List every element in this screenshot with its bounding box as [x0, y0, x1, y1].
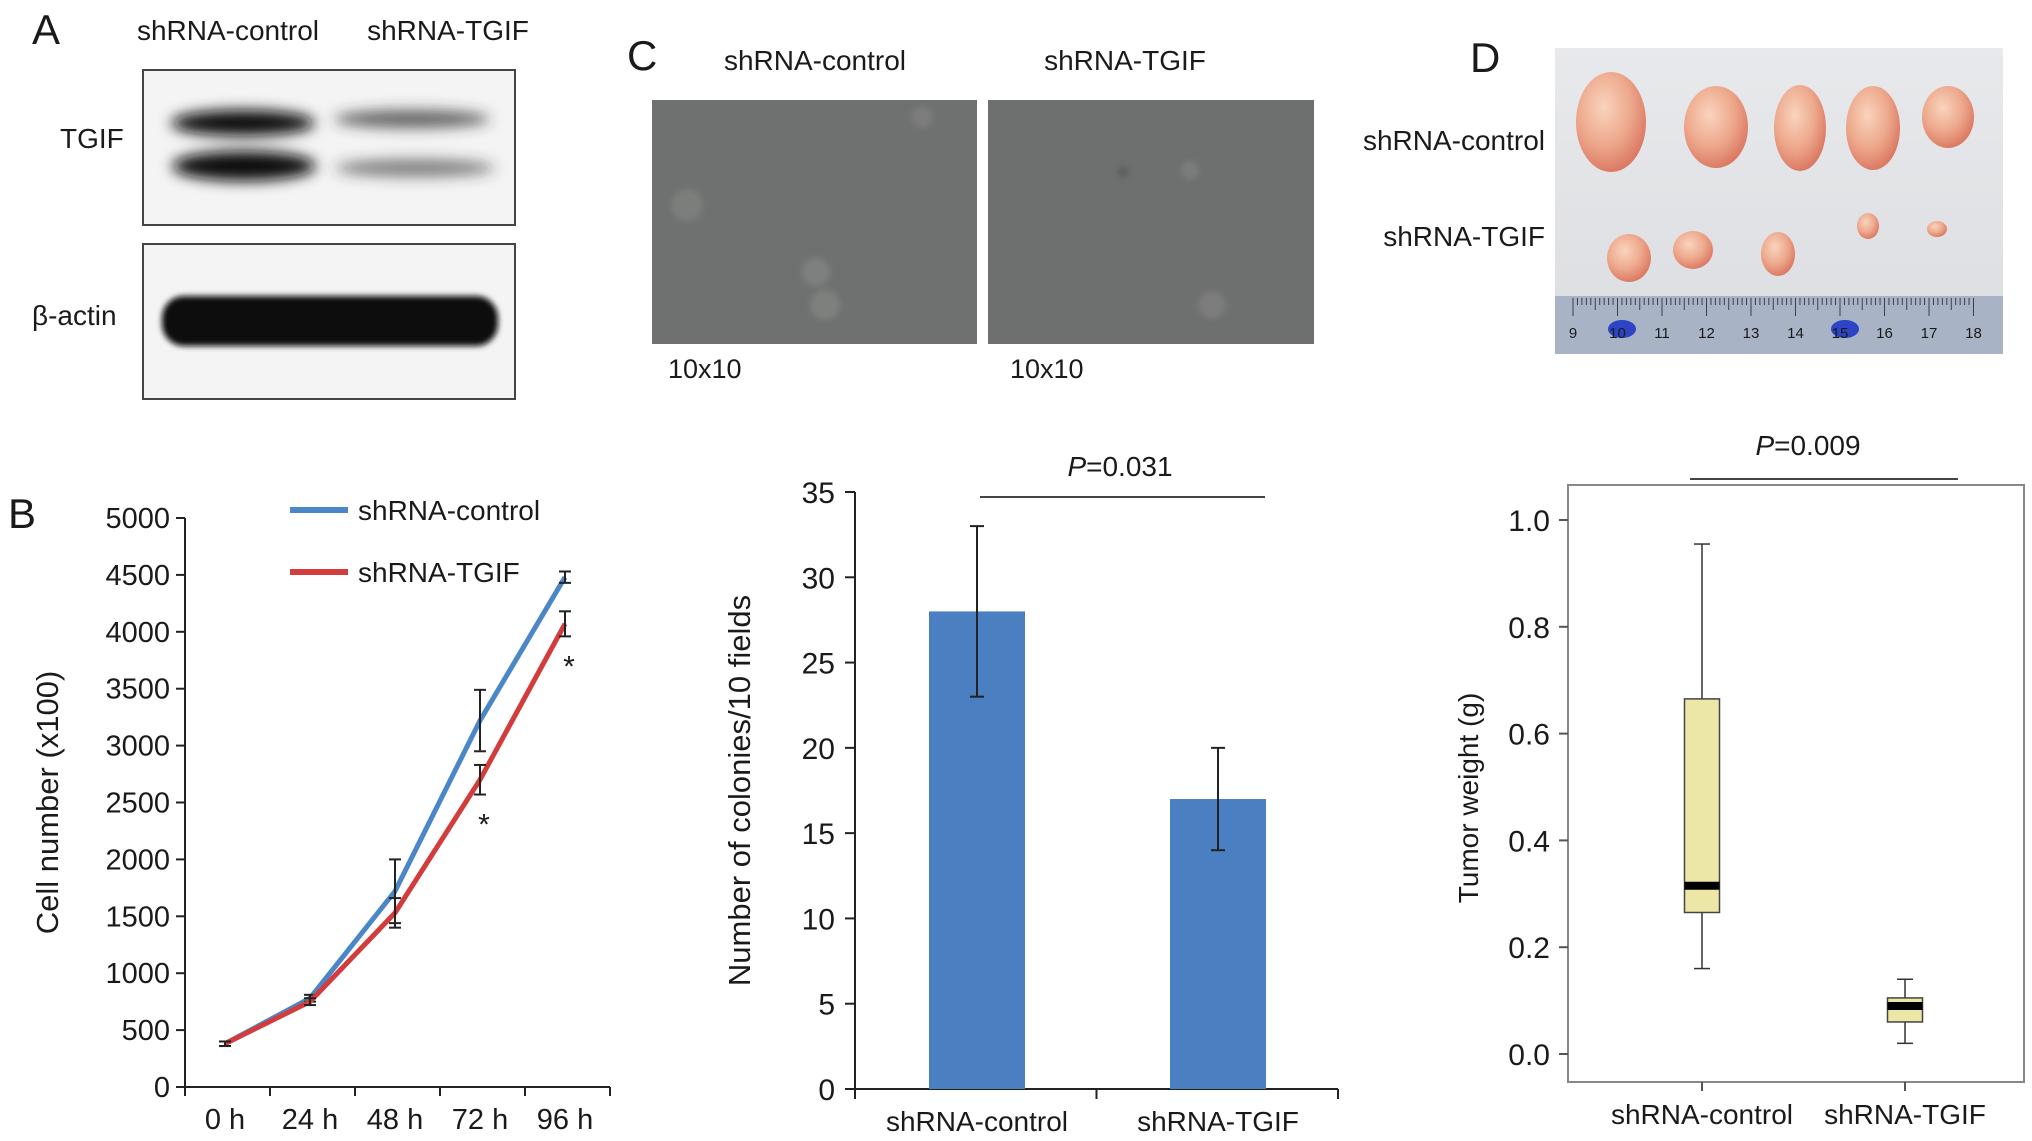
ruler-label: 16	[1876, 325, 1893, 342]
x-tick-label: shRNA-control	[886, 1106, 1068, 1137]
y-tick-label: 1500	[105, 901, 170, 933]
panel-letter: C	[627, 32, 657, 79]
y-tick-label: 0	[154, 1072, 170, 1104]
y-tick-label: 5	[818, 989, 835, 1022]
tumors-tgif	[1607, 213, 1947, 282]
y-tick-label: 5000	[105, 503, 170, 535]
micrograph-tgif	[988, 100, 1314, 344]
panel-letter: B	[8, 490, 36, 537]
y-tick-label: 3000	[105, 731, 170, 763]
significance-marker: *	[563, 650, 575, 683]
panel-letter: D	[1470, 34, 1500, 81]
legend-label: shRNA-TGIF	[358, 557, 520, 588]
y-tick-label: 2000	[105, 844, 170, 876]
x-tick-label: 0 h	[205, 1104, 245, 1136]
panel-d-photo: D shRNA-control shRNA-TGIF 9 10 11 12 13 14 15…	[1363, 34, 2003, 354]
p-value-text: =0.009	[1774, 430, 1860, 461]
ruler-label: 10	[1609, 325, 1626, 342]
blot-label-actin: β-actin	[32, 300, 117, 331]
colony-bar-chart: 0 5 10 15 20 25 30 35 shRNA-control shRNA-TGIF Num…	[722, 451, 1339, 1137]
colonies-tgif	[1117, 161, 1226, 319]
x-tick-label: shRNA-TGIF	[1824, 1099, 1986, 1130]
ruler-marker	[1608, 320, 1636, 338]
ruler-label: 15	[1832, 325, 1849, 342]
blot-label-tgif: TGIF	[60, 123, 124, 154]
ruler-label: 12	[1698, 325, 1715, 342]
p-value-italic: P	[1067, 451, 1086, 482]
panel-a: A shRNA-control shRNA-TGIF TGIF β-actin	[32, 6, 529, 400]
y-tick-label: 0.2	[1508, 932, 1550, 965]
y-tick-label: 4500	[105, 560, 170, 592]
y-tick-label: 15	[802, 818, 835, 851]
x-tick-label: 72 h	[452, 1104, 508, 1136]
x-tick-label: 48 h	[367, 1104, 423, 1136]
ruler-label: 13	[1743, 325, 1760, 342]
y-tick-label: 30	[802, 562, 835, 595]
y-tick-label: 20	[802, 733, 835, 766]
y-axis-label: Cell number (x100)	[30, 671, 65, 935]
y-tick-label: 0.8	[1508, 612, 1550, 645]
y-tick-label: 25	[802, 648, 835, 681]
y-tick-label: 35	[802, 477, 835, 510]
growth-curve-chart: 0 500 1000 1500 2000 2500 3000 3500 4000 4500 5000…	[30, 495, 611, 1136]
colonies-control	[671, 106, 933, 320]
ruler-label: 14	[1787, 325, 1804, 342]
y-tick-label: 10	[802, 903, 835, 936]
y-tick-label: 0	[818, 1074, 835, 1107]
p-value-italic: P	[1755, 430, 1774, 461]
p-value-label: P=0.009	[1755, 430, 1860, 461]
lane-label: shRNA-control	[137, 15, 319, 46]
series-line	[223, 575, 568, 1046]
legend-label: shRNA-control	[358, 495, 540, 526]
plot-frame	[1567, 484, 2025, 1083]
box	[1886, 997, 1924, 1023]
ruler-labels: 9 10 11 12 13 14 15 16 17 18	[1569, 325, 1982, 342]
ruler-label: 11	[1654, 325, 1670, 342]
tgif-blot-frame	[142, 69, 516, 226]
y-tick-label: 0.4	[1508, 825, 1550, 858]
p-value-text: =0.031	[1086, 451, 1172, 482]
box	[1683, 698, 1721, 914]
y-tick-label: 3500	[105, 674, 170, 706]
x-tick-label: shRNA-control	[1611, 1099, 1793, 1130]
x-tick-label: 96 h	[537, 1104, 593, 1136]
tgif-bands	[171, 110, 495, 181]
tumors-control	[1576, 72, 1974, 172]
row-label: shRNA-TGIF	[1383, 221, 1545, 252]
x-tick-label: 24 h	[282, 1104, 338, 1136]
magnification-label: 10x10	[668, 354, 742, 384]
y-tick-label: 0.6	[1508, 719, 1550, 752]
p-value-label: P=0.031	[1067, 451, 1172, 482]
ruler-marker	[1831, 320, 1859, 338]
panel-c-images: C shRNA-control shRNA-TGIF 10x10 10x10	[627, 32, 1314, 384]
ruler-label: 18	[1965, 325, 1982, 342]
image-label: shRNA-TGIF	[1044, 45, 1206, 76]
y-tick-label: 1.0	[1508, 505, 1550, 538]
x-tick-label: shRNA-TGIF	[1137, 1106, 1299, 1137]
y-tick-label: 2500	[105, 788, 170, 820]
significance-marker: *	[478, 809, 490, 842]
ruler-ticks	[1572, 298, 1974, 316]
panel-c-chart: 0 5 10 15 20 25 30 35 shRNA-control shRNA-TGIF Num…	[722, 451, 1339, 1137]
lane-label: shRNA-TGIF	[367, 15, 529, 46]
y-axis-label: Number of colonies/10 fields	[722, 595, 757, 986]
tumor-weight-boxplot: 0.0 0.2 0.4 0.6 0.8 1.0 shRNA-control shRNA-TGI…	[1453, 430, 2025, 1130]
y-tick-label: 500	[122, 1015, 170, 1047]
panel-d-chart: 0.0 0.2 0.4 0.6 0.8 1.0 shRNA-control shRNA-TGI…	[1453, 430, 2025, 1130]
image-label: shRNA-control	[724, 45, 906, 76]
row-label: shRNA-control	[1363, 125, 1545, 156]
ruler-label: 17	[1921, 325, 1938, 342]
y-tick-label: 4000	[105, 617, 170, 649]
y-axis-label: Tumor weight (g)	[1453, 693, 1484, 904]
magnification-label: 10x10	[1010, 354, 1084, 384]
y-tick-label: 0.0	[1508, 1039, 1550, 1072]
actin-bands	[162, 296, 498, 346]
panel-letter: A	[32, 6, 60, 53]
series-line	[223, 622, 568, 1046]
ruler-label: 9	[1569, 325, 1577, 342]
panel-b: B 0 500 1000 1500 2000 2500 3000 3500 4000 4500 50…	[8, 490, 611, 1136]
y-tick-label: 1000	[105, 958, 170, 990]
